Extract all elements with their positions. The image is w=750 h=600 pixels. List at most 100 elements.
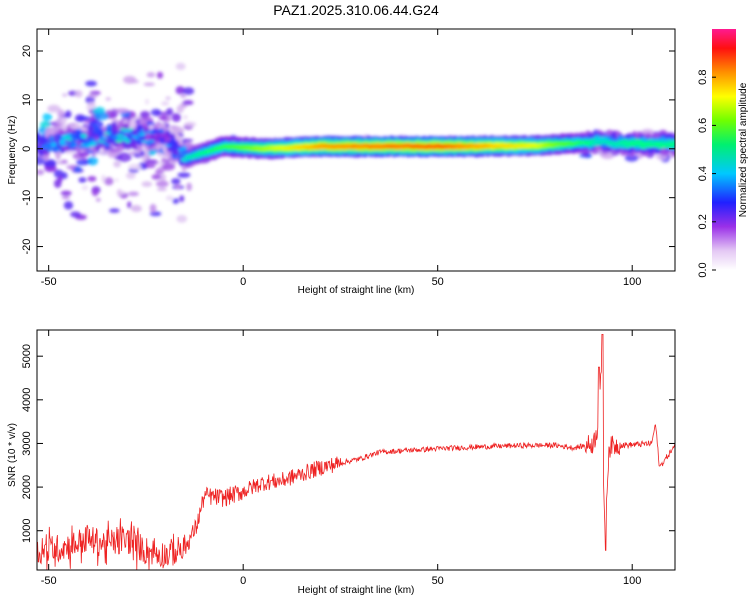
heatmap-band-blob	[144, 159, 158, 164]
top-xtick-label: 0	[240, 276, 246, 288]
top-xtick-label: 100	[623, 276, 641, 288]
heatmap-noise-blob	[95, 197, 101, 202]
heatmap-ridge-cell	[66, 138, 74, 141]
bottom-xtick-label: 100	[623, 575, 641, 587]
heatmap-noise-blob	[166, 108, 174, 116]
heatmap-ridge-cell	[87, 143, 95, 146]
snr-series-line	[37, 334, 675, 570]
heatmap-ridge-cell	[670, 142, 675, 146]
top-xtick-label: -50	[41, 276, 57, 288]
heatmap-ridge-cell	[138, 133, 146, 137]
colorbar-label: Normalized spectral amplitude	[738, 82, 749, 217]
heatmap-noise-blob	[177, 172, 191, 178]
heatmap-band-blob	[641, 128, 654, 135]
heatmap-noise-blob	[156, 187, 167, 191]
heatmap-band-blob	[37, 169, 45, 176]
colorbar-tick-label: 0.4	[697, 166, 709, 181]
heatmap-noise-blob	[61, 159, 68, 163]
heatmap-ridge-cell	[168, 139, 176, 143]
heatmap-ridge-cell	[42, 148, 50, 151]
top-y-ticks: -20 -10 0 10 20	[21, 45, 675, 255]
heatmap-noise-blob	[151, 174, 162, 180]
bottom-ytick-label: 2000	[21, 475, 33, 499]
heatmap-noise-blob	[186, 182, 192, 191]
heatmap-ridge-cell	[70, 142, 78, 148]
bottom-x-axis-label: Height of straight line (km)	[298, 585, 415, 596]
heatmap-ridge-cell	[638, 144, 646, 148]
heatmap-ridge-cell	[101, 138, 109, 142]
heatmap-noise-blob	[85, 80, 98, 87]
heatmap-ridge-cell	[70, 134, 78, 137]
heatmap-ridge-cell	[91, 129, 99, 133]
heatmap-ridge-cell	[147, 140, 155, 143]
top-x-ticks: -50 0 50 100	[41, 29, 641, 288]
heatmap-noise-blob	[161, 101, 170, 106]
colorbar-ticks: 0.0 0.2 0.4 0.6 0.8	[697, 70, 716, 278]
heatmap-band-blob	[116, 152, 132, 163]
heatmap-noise-blob	[140, 111, 151, 118]
heatmap-noise-blob	[165, 96, 171, 101]
heatmap-ridge-cell	[126, 128, 134, 131]
heatmap-band-blob	[114, 108, 130, 114]
heatmap-noise-blob	[182, 100, 194, 106]
heatmap-noise-blob	[128, 151, 136, 156]
heatmap-noise-blob	[179, 195, 185, 203]
heatmap-ridge-cell	[117, 138, 125, 142]
heatmap-noise-blob	[174, 183, 182, 190]
heatmap-noise-blob	[70, 211, 81, 218]
heatmap-ridge-cell	[593, 143, 601, 146]
heatmap-ridge-cell	[37, 148, 43, 154]
bottom-x-ticks: -50 0 50 100	[41, 330, 641, 587]
heatmap-noise-blob	[176, 215, 188, 223]
heatmap-ridge-cell	[75, 137, 83, 140]
heatmap-noise-blob	[43, 159, 57, 168]
heatmap-ridge-cell	[668, 145, 675, 149]
heatmap-noise-blob	[114, 178, 119, 182]
heatmap-noise-blob	[184, 121, 197, 127]
heatmap-band-blob	[158, 115, 168, 121]
heatmap-ridge-cell	[152, 129, 160, 132]
heatmap-band-blob	[87, 156, 99, 166]
bottom-ytick-label: 3000	[21, 431, 33, 455]
heatmap-blobs	[37, 62, 675, 223]
heatmap-ridge-cell	[45, 142, 53, 145]
heatmap-noise-blob	[183, 115, 188, 119]
heatmap-noise-blob	[78, 177, 87, 183]
heatmap-band-blob	[42, 113, 53, 122]
heatmap-noise-blob	[104, 177, 114, 186]
heatmap-ridge-cell	[168, 145, 176, 152]
heatmap-noise-blob	[125, 172, 136, 180]
chart-title: PAZ1.2025.310.06.44.G24	[273, 2, 439, 18]
heatmap-ridge-cell	[173, 153, 181, 156]
heatmap-band-blob	[73, 166, 82, 172]
heatmap-ridge-cell	[584, 143, 592, 146]
heatmap-ridge-cell	[77, 145, 85, 149]
snr-frame	[36, 329, 676, 571]
spectrogram-heatmap	[37, 62, 675, 223]
heatmap-ridge-cell	[159, 133, 167, 136]
heatmap-noise-blob	[175, 62, 186, 71]
top-ytick-label: 10	[21, 94, 33, 106]
colorbar-tick-label: 0.0	[697, 262, 709, 277]
heatmap-ridge-cell	[171, 151, 179, 154]
heatmap-ridge-cell	[140, 140, 148, 143]
bottom-xtick-label: -50	[41, 575, 57, 587]
heatmap-noise-blob	[149, 203, 157, 213]
heatmap-noise-blob	[123, 75, 137, 84]
heatmap-ridge-cell	[37, 138, 43, 142]
heatmap-noise-blob	[60, 190, 72, 196]
heatmap-ridge-cell	[631, 144, 639, 147]
top-y-axis-label: Frequency (Hz)	[7, 116, 18, 185]
heatmap-ridge-cell	[105, 128, 113, 131]
heatmap-noise-blob	[176, 105, 184, 114]
heatmap-ridge-cell	[150, 143, 158, 146]
heatmap-noise-blob	[155, 180, 169, 188]
heatmap-ridge-cell	[63, 135, 71, 139]
heatmap-noise-blob	[57, 175, 63, 183]
snr-panel: -50 0 50 100 1000 2000 3000 4000 5000 Height of…	[7, 329, 676, 596]
bottom-y-ticks: 1000 2000 3000 4000 5000	[21, 344, 675, 543]
bottom-y-axis-label: SNR (10 * v/v)	[7, 423, 18, 487]
heatmap-ridge-cell	[180, 150, 188, 154]
colorbar-tick-label: 0.2	[697, 214, 709, 229]
